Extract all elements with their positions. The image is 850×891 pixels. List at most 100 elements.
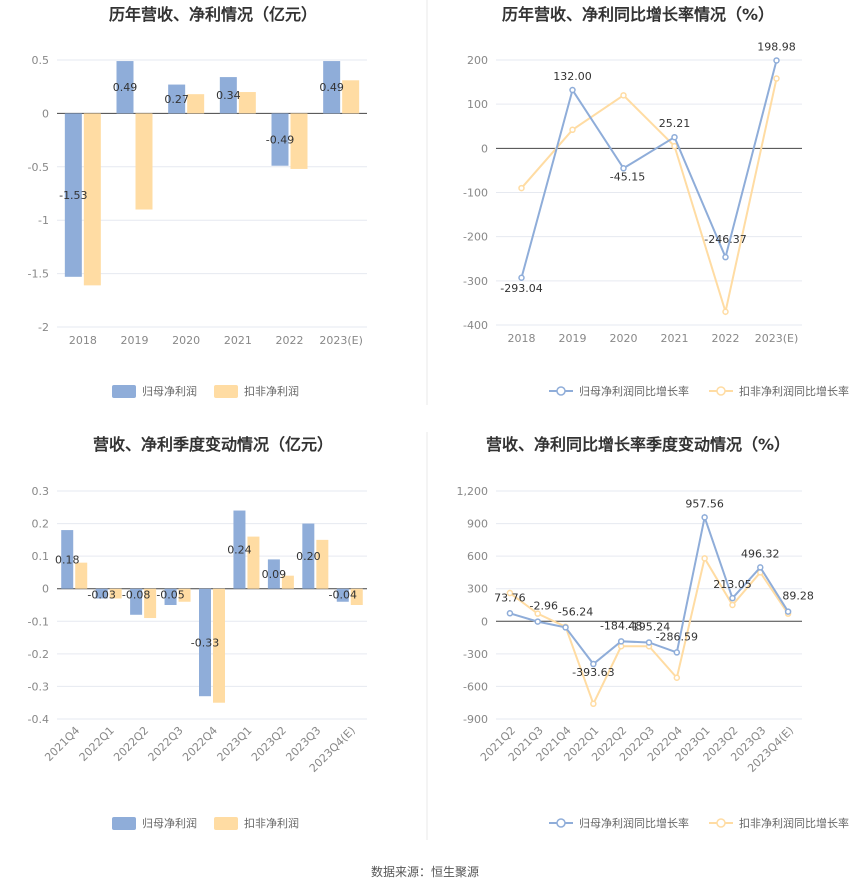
bar-deducted-profit [135,113,153,210]
y-tick-label: 0.3 [32,485,50,498]
x-tick-label: 2022Q1 [77,724,117,764]
x-tick-label: 2022 [712,332,740,345]
x-tick-label: 2021Q4 [42,724,82,764]
y-tick-label: 200 [467,54,488,67]
quarterly-growth-chart: 营收、净利同比增长率季度变动情况（%） 1,200 900 600 300 0 -300 -… [457,435,850,830]
legend-label: 归母净利润同比增长率 [579,384,689,398]
x-tick-label: 2018 [508,332,536,345]
point-net-profit-growth [518,274,525,282]
data-label: -286.59 [656,630,698,643]
point-net-profit-growth [784,608,792,615]
bar-net-profit [271,113,289,166]
point-net-profit-growth [620,165,627,172]
y-tick-label: 0 [42,583,49,596]
line-deducted-profit-growth [520,78,778,316]
point-deducted-profit-growth [729,601,736,609]
x-tick-label: 2019 [121,334,149,347]
y-tick-label: 0.1 [32,550,50,563]
y-tick-label: 0.5 [32,54,50,67]
point-deducted-profit-growth [701,555,708,562]
data-label: 0.34 [216,89,241,102]
y-tick-label: -1 [38,214,49,227]
x-tick-label: 2021 [661,332,689,345]
bar-deducted-profit [178,588,191,602]
bar-net-profit [64,113,82,277]
y-tick-label: 0 [481,615,488,628]
annual-growth-chart: 历年营收、净利同比增长率情况（%） 200 100 0 -100 -200 -300 -40… [463,5,849,398]
point-net-profit-growth [645,639,653,646]
data-label: 0.09 [262,568,287,581]
data-label: 73.76 [494,591,526,604]
data-label: -184.48 [600,619,642,632]
legend-marker [556,818,566,828]
y-tick-label: 1,200 [457,485,489,498]
data-label: 0.49 [319,81,344,94]
point-net-profit-growth [722,253,729,261]
legend-swatch [112,385,136,398]
y-tick-label: -900 [463,713,488,726]
legend-label: 扣非净利润同比增长率 [739,816,849,830]
x-tick-label: 2022Q4 [180,724,220,764]
bar-net-profit [116,61,134,114]
x-tick-label: 2023Q1 [215,724,255,764]
bar-net-profit [233,510,246,589]
legend-label: 扣非净利润 [244,816,299,830]
data-label: 198.98 [757,40,796,53]
data-label: 957.56 [685,497,724,510]
bar-net-profit [61,530,74,589]
chart-title: 营收、净利同比增长率季度变动情况（%） [486,435,790,454]
y-tick-label: 0.2 [32,518,50,531]
x-tick-label: 2022Q2 [111,724,151,764]
legend-marker [716,818,726,828]
point-deducted-profit-growth [671,142,678,150]
point-net-profit-growth [773,57,780,64]
data-label: 0.20 [296,550,321,563]
data-label: -393.63 [572,666,614,679]
x-tick-label: 2020 [172,334,200,347]
annual-profit-chart: 历年营收、净利情况（亿元） 0.5 0 -0.5 -1 -1.5 -2 2018 2019 20… [28,5,367,398]
point-net-profit-growth [534,618,541,625]
bar-deducted-profit [290,113,308,169]
data-label: -246.37 [704,233,746,246]
point-deducted-profit-growth [673,674,681,681]
y-tick-label: 100 [467,98,488,111]
bar-net-profit [323,61,341,114]
point-net-profit-growth [701,514,708,521]
y-tick-label: -0.5 [28,161,49,174]
y-tick-label: -200 [463,231,488,244]
y-tick-label: -300 [463,648,488,661]
point-net-profit-growth [729,594,736,602]
point-deducted-profit-growth [590,700,597,708]
bar-net-profit [267,559,280,589]
bar-net-profit [95,588,108,599]
data-label: -0.49 [266,134,294,147]
y-tick-label: 0 [42,107,49,120]
point-net-profit-growth [506,610,514,617]
x-tick-label: 2018 [69,334,97,347]
legend-label: 扣非净利润 [244,384,299,398]
data-label: -45.15 [610,170,645,183]
x-tick-label: 2020 [610,332,638,345]
bar-deducted-profit [238,92,256,114]
bar-net-profit [168,84,186,114]
y-tick-label: -0.2 [28,648,49,661]
y-tick-label: -600 [463,680,488,693]
bar-deducted-profit [350,588,363,605]
y-tick-label: -2 [38,321,49,334]
point-deducted-profit-growth [722,308,729,315]
point-net-profit-growth [757,564,764,571]
data-label: 132.00 [553,70,592,83]
data-label: -293.04 [500,282,542,295]
data-label: -0.08 [122,589,150,602]
bar-deducted-profit [316,539,329,589]
bar-deducted-profit [75,562,88,589]
point-net-profit-growth [673,649,681,656]
data-source: 数据来源：恒生聚源 [371,864,479,879]
data-label: -2.96 [529,600,557,613]
data-label: 89.28 [782,590,814,603]
data-label: 0.49 [113,81,138,94]
data-label: 0.18 [55,553,80,566]
legend-marker [556,386,566,396]
point-deducted-profit-growth [518,184,525,192]
